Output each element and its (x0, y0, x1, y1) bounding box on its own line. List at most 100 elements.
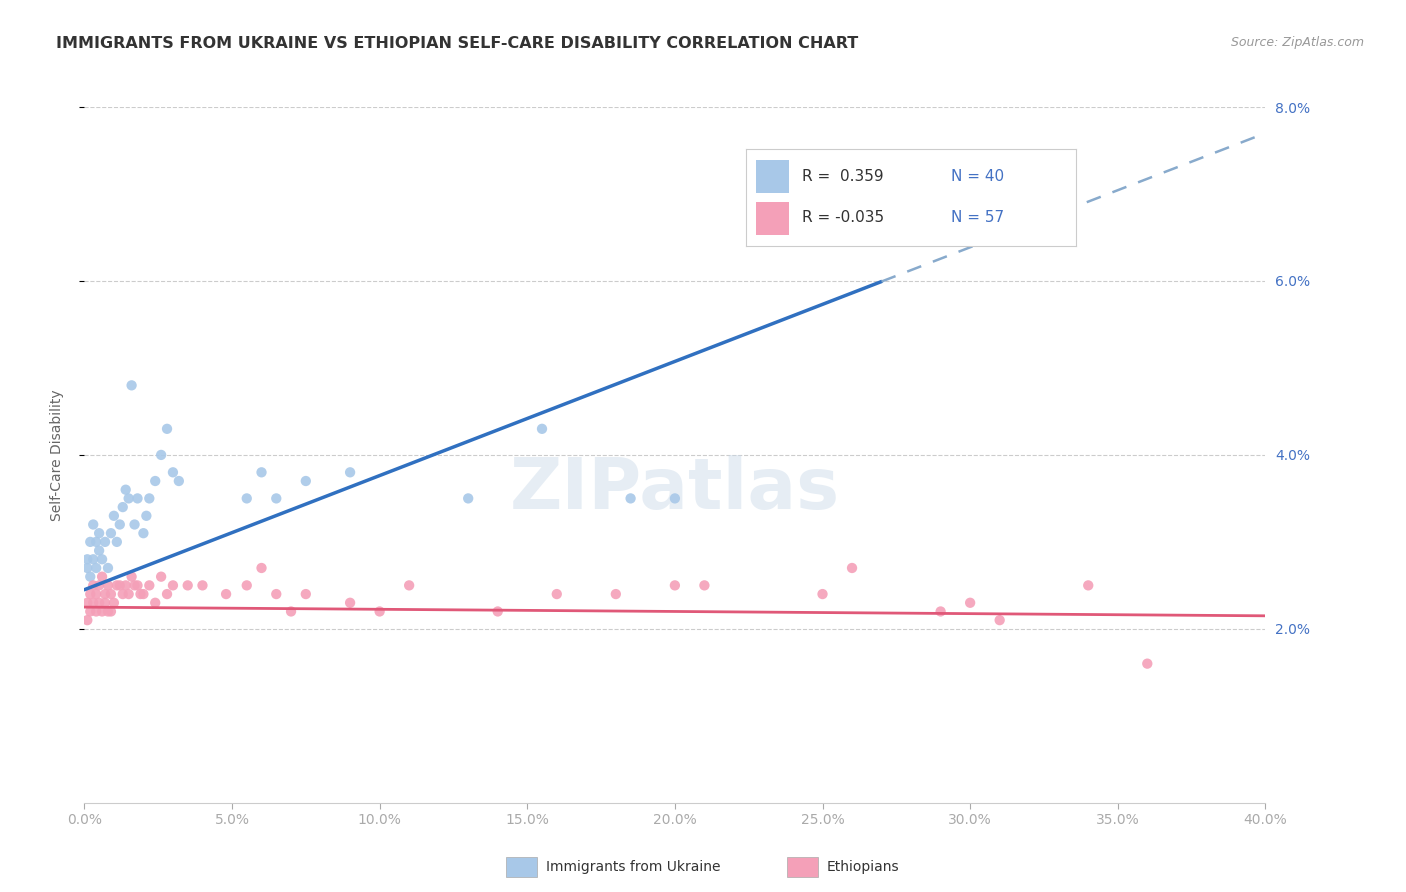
Point (111, 500, 134, 514)
Point (486, 605, 509, 619)
Point (546, 587, 568, 601)
Point (664, 491, 686, 506)
Point (162, 578, 184, 592)
Point (988, 613, 1011, 627)
Text: ZIPatlas: ZIPatlas (510, 455, 839, 524)
Point (135, 508, 157, 523)
Point (959, 596, 981, 610)
Point (89, 543, 111, 558)
Point (94, 535, 117, 549)
Text: IMMIGRANTS FROM UKRAINE VS ETHIOPIAN SELF-CARE DISABILITY CORRELATION CHART: IMMIGRANTS FROM UKRAINE VS ETHIOPIAN SEL… (56, 36, 859, 51)
Point (79, 587, 101, 601)
Point (664, 578, 686, 592)
Point (100, 605, 122, 619)
Point (280, 605, 302, 619)
Point (76, 561, 98, 575)
Point (162, 466, 184, 480)
Point (121, 570, 143, 584)
Text: Immigrants from Ukraine: Immigrants from Ukraine (546, 860, 720, 874)
Point (143, 474, 166, 488)
Bar (755, 161, 789, 193)
Point (89, 526, 111, 541)
Point (1136, 657, 1159, 671)
Point (250, 561, 273, 575)
Point (91, 605, 114, 619)
Point (368, 605, 391, 619)
Point (150, 570, 173, 584)
Point (167, 474, 190, 488)
Text: R =  0.359: R = 0.359 (801, 169, 883, 184)
Text: N = 57: N = 57 (950, 211, 1004, 226)
Point (156, 587, 179, 601)
Point (127, 491, 149, 506)
Point (94, 587, 117, 601)
Point (811, 587, 834, 601)
Point (79, 605, 101, 619)
Point (1077, 578, 1099, 592)
Point (84, 605, 107, 619)
Point (103, 596, 125, 610)
Point (108, 517, 131, 532)
Point (97, 578, 120, 592)
Point (215, 587, 238, 601)
Point (295, 587, 318, 601)
Point (143, 596, 166, 610)
Point (79, 570, 101, 584)
Point (82, 578, 104, 592)
Point (129, 587, 152, 601)
Text: Source: ZipAtlas.com: Source: ZipAtlas.com (1230, 36, 1364, 49)
Point (236, 491, 259, 506)
Point (105, 578, 128, 592)
Point (619, 491, 641, 506)
Point (111, 587, 134, 601)
Point (124, 517, 146, 532)
Point (100, 587, 122, 601)
Point (89, 578, 111, 592)
Text: Ethiopians: Ethiopians (827, 860, 900, 874)
Point (191, 578, 214, 592)
Point (138, 578, 160, 592)
Point (79, 535, 101, 549)
Point (89, 596, 111, 610)
Point (84, 587, 107, 601)
Point (91, 552, 114, 566)
Point (236, 578, 259, 592)
Point (127, 578, 149, 592)
Point (264, 491, 288, 506)
Point (264, 587, 288, 601)
Point (76, 596, 98, 610)
Point (156, 422, 179, 436)
Point (97, 605, 120, 619)
Point (114, 483, 136, 497)
Point (100, 526, 122, 541)
Point (339, 466, 361, 480)
Point (94, 596, 117, 610)
Point (121, 378, 143, 392)
Point (76, 552, 98, 566)
Bar (755, 202, 789, 235)
Point (841, 561, 863, 575)
Point (457, 491, 479, 506)
Text: N = 40: N = 40 (950, 169, 1004, 184)
Point (82, 552, 104, 566)
Point (118, 587, 141, 601)
Point (103, 508, 125, 523)
Point (124, 578, 146, 592)
Point (138, 491, 160, 506)
Point (82, 596, 104, 610)
Point (114, 578, 136, 592)
Point (108, 578, 131, 592)
Point (339, 596, 361, 610)
Point (132, 587, 155, 601)
Point (84, 561, 107, 575)
Point (132, 526, 155, 541)
Y-axis label: Self-Care Disability: Self-Care Disability (49, 389, 63, 521)
Point (105, 535, 128, 549)
Text: R = -0.035: R = -0.035 (801, 211, 884, 226)
Point (82, 517, 104, 532)
Point (929, 605, 952, 619)
Point (605, 587, 627, 601)
Point (693, 578, 716, 592)
Point (76, 613, 98, 627)
Point (530, 422, 553, 436)
